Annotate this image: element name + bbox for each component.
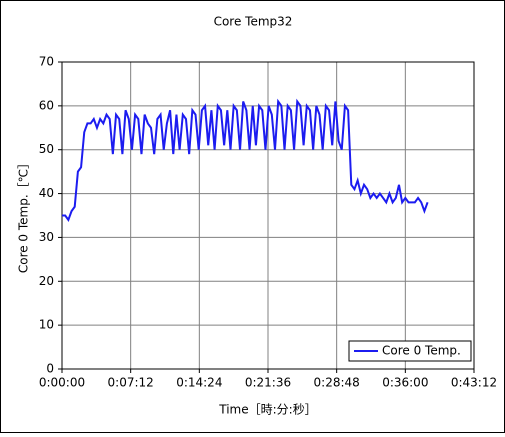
y-tick-label: 40 <box>39 186 54 200</box>
x-tick-label: 0:14:24 <box>176 376 222 390</box>
x-axis-label: Time［時:分:秒］ <box>218 403 316 417</box>
x-tick-label: 0:21:36 <box>245 376 291 390</box>
x-tick-label: 0:07:12 <box>108 376 154 390</box>
x-tick-label: 0:00:00 <box>39 376 85 390</box>
y-tick-label: 0 <box>46 362 54 376</box>
data-line <box>62 98 429 223</box>
x-tick-label: 0:28:48 <box>314 376 360 390</box>
y-tick-label: 10 <box>39 318 54 332</box>
y-tick-label: 50 <box>39 142 54 156</box>
y-tick-label: 30 <box>39 230 54 244</box>
y-tick-label: 70 <box>39 55 54 69</box>
legend-label: Core 0 Temp. <box>382 344 461 358</box>
x-tick-label: 0:43:12 <box>451 376 497 390</box>
y-axis-label: Core 0 Temp.［℃］ <box>17 157 31 273</box>
y-tick-label: 60 <box>39 98 54 112</box>
y-tick-label: 20 <box>39 274 54 288</box>
legend-box <box>348 340 472 362</box>
chart-title: Core Temp32 <box>214 15 293 29</box>
x-tick-label: 0:36:00 <box>382 376 428 390</box>
